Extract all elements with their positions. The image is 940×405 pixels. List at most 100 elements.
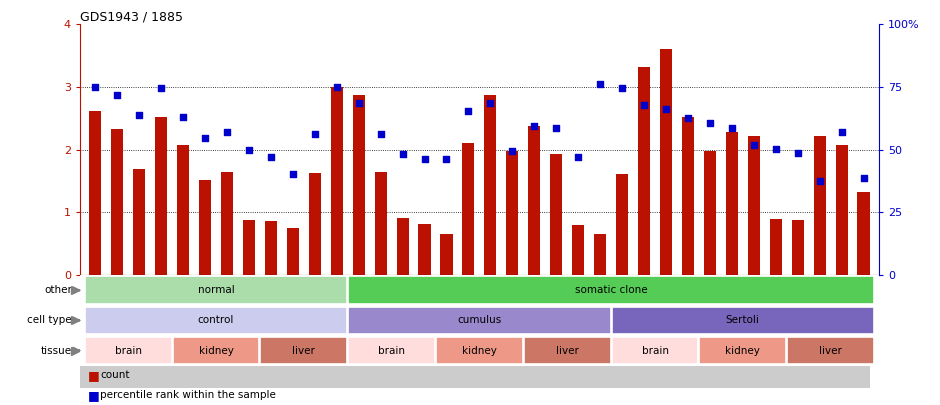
Bar bbox=[638, 67, 650, 275]
Text: brain: brain bbox=[115, 345, 142, 356]
Text: kidney: kidney bbox=[198, 345, 233, 356]
Point bbox=[681, 115, 696, 122]
Point bbox=[592, 81, 607, 87]
Text: liver: liver bbox=[556, 345, 579, 356]
Text: kidney: kidney bbox=[726, 345, 760, 356]
Point bbox=[615, 85, 630, 92]
Bar bbox=[436, 337, 523, 365]
Bar bbox=[397, 217, 409, 275]
Point bbox=[571, 154, 586, 160]
Text: cumulus: cumulus bbox=[457, 315, 502, 325]
Point bbox=[725, 125, 740, 131]
Bar bbox=[85, 337, 172, 365]
Point bbox=[702, 120, 717, 127]
Bar bbox=[699, 337, 786, 365]
Point bbox=[658, 106, 673, 112]
Bar bbox=[836, 145, 848, 275]
Point bbox=[373, 131, 388, 137]
Bar bbox=[441, 234, 452, 275]
Text: tissue: tissue bbox=[40, 345, 72, 356]
Bar bbox=[484, 94, 496, 275]
Point bbox=[483, 100, 498, 106]
Text: ■: ■ bbox=[88, 369, 100, 382]
Text: GDS1943 / 1885: GDS1943 / 1885 bbox=[80, 10, 183, 23]
Point bbox=[263, 154, 278, 160]
Bar bbox=[572, 225, 585, 275]
Bar bbox=[616, 174, 628, 275]
Bar bbox=[173, 337, 259, 365]
Text: other: other bbox=[44, 285, 72, 295]
Bar bbox=[704, 151, 716, 275]
Text: somatic clone: somatic clone bbox=[574, 285, 648, 295]
Bar bbox=[660, 49, 672, 275]
Bar bbox=[770, 219, 782, 275]
Bar bbox=[221, 172, 233, 275]
Point bbox=[197, 135, 212, 142]
Bar bbox=[787, 337, 874, 365]
Bar bbox=[177, 145, 189, 275]
Point bbox=[768, 145, 783, 152]
Bar bbox=[243, 220, 255, 275]
Text: ■: ■ bbox=[88, 389, 100, 402]
Text: Sertoli: Sertoli bbox=[726, 315, 760, 325]
Bar bbox=[594, 234, 606, 275]
Text: liver: liver bbox=[292, 345, 315, 356]
Point bbox=[636, 101, 651, 108]
Bar bbox=[550, 154, 562, 275]
Point bbox=[505, 148, 520, 154]
Bar bbox=[528, 126, 540, 275]
Bar bbox=[85, 277, 347, 304]
Point bbox=[526, 123, 541, 129]
Point bbox=[329, 84, 344, 90]
Bar bbox=[374, 172, 386, 275]
Bar bbox=[331, 87, 343, 275]
Point bbox=[286, 171, 301, 177]
Bar bbox=[348, 277, 874, 304]
Point bbox=[461, 108, 476, 114]
Point bbox=[219, 129, 234, 135]
Bar bbox=[89, 111, 102, 275]
Point bbox=[856, 175, 871, 181]
Bar bbox=[348, 337, 435, 365]
Bar bbox=[352, 94, 365, 275]
Point bbox=[417, 156, 432, 162]
Bar bbox=[726, 132, 738, 275]
Point bbox=[132, 112, 147, 119]
Point bbox=[110, 91, 125, 98]
Text: normal: normal bbox=[197, 285, 234, 295]
Bar bbox=[111, 129, 123, 275]
Bar bbox=[133, 168, 145, 275]
Bar bbox=[462, 143, 475, 275]
Bar bbox=[524, 337, 611, 365]
Bar bbox=[287, 228, 299, 275]
Text: count: count bbox=[100, 371, 130, 380]
Bar bbox=[791, 220, 804, 275]
Bar bbox=[308, 173, 321, 275]
Text: control: control bbox=[197, 315, 234, 325]
Point bbox=[176, 114, 191, 120]
Point bbox=[812, 178, 827, 184]
Point bbox=[307, 131, 322, 137]
Point bbox=[395, 151, 410, 158]
Point bbox=[439, 156, 454, 162]
Point bbox=[153, 85, 168, 92]
Bar bbox=[260, 337, 347, 365]
Bar bbox=[747, 136, 760, 275]
Bar bbox=[612, 337, 698, 365]
Bar bbox=[85, 307, 347, 334]
Bar bbox=[199, 180, 212, 275]
Point bbox=[352, 100, 367, 106]
Bar bbox=[348, 307, 611, 334]
Bar bbox=[857, 192, 870, 275]
Bar bbox=[80, 275, 870, 388]
Point bbox=[834, 129, 849, 135]
Point bbox=[746, 141, 761, 148]
Bar bbox=[265, 221, 277, 275]
Text: cell type: cell type bbox=[27, 315, 72, 325]
Bar bbox=[418, 224, 431, 275]
Point bbox=[87, 84, 102, 90]
Text: kidney: kidney bbox=[462, 345, 497, 356]
Point bbox=[242, 147, 257, 153]
Bar bbox=[155, 117, 167, 275]
Bar bbox=[612, 307, 874, 334]
